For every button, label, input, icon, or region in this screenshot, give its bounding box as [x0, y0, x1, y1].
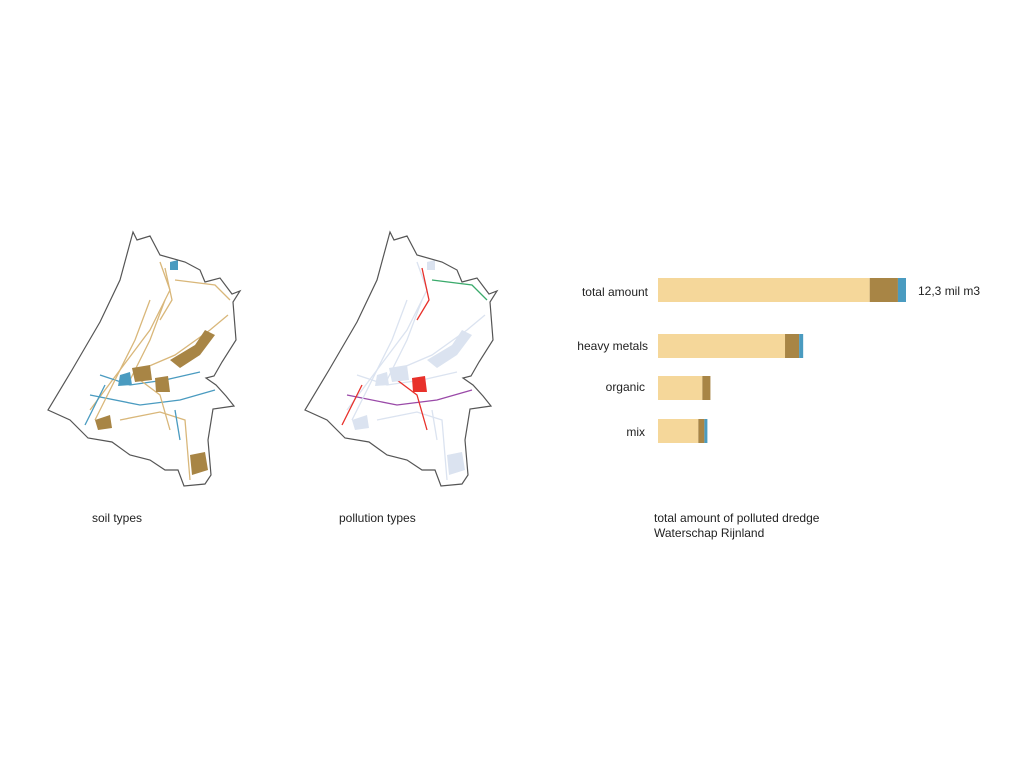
map-caption-soil: soil types	[92, 511, 143, 525]
waterway	[94, 299, 151, 421]
bar-segment	[897, 278, 906, 302]
waterway	[89, 389, 216, 406]
waterway	[89, 261, 171, 411]
bar-segment	[702, 376, 711, 400]
waterway	[174, 279, 231, 301]
waterway	[396, 379, 428, 431]
bar-segment	[698, 419, 705, 443]
region-outline	[47, 230, 242, 487]
map-caption-pollution: pollution types	[339, 511, 416, 525]
water-area	[118, 372, 132, 386]
waterway	[376, 411, 448, 481]
waterway	[84, 384, 106, 426]
waterway	[139, 379, 171, 431]
waterway	[174, 409, 181, 441]
waterway	[139, 314, 229, 371]
waterway	[386, 299, 423, 381]
water-area	[170, 330, 215, 368]
waterway	[431, 409, 438, 441]
waterway	[431, 279, 488, 301]
waterway	[119, 411, 191, 481]
water-area	[132, 365, 152, 382]
waterway	[351, 299, 408, 421]
waterway	[129, 299, 166, 381]
chart-subtitle: Waterschap Rijnland	[654, 526, 765, 540]
waterway	[396, 314, 486, 371]
water-area	[427, 330, 472, 368]
bar-segment	[869, 278, 898, 302]
water-area	[389, 365, 409, 382]
bar-segment	[704, 419, 708, 443]
region-outline	[304, 230, 499, 487]
bar-segment	[658, 334, 786, 358]
water-area	[427, 260, 435, 270]
waterway	[341, 384, 363, 426]
waterway	[346, 261, 428, 411]
map-soil-types	[47, 230, 242, 487]
category-label: heavy metals	[577, 339, 648, 353]
water-area	[170, 260, 178, 270]
chart-title: total amount of polluted dredge	[654, 511, 820, 525]
waterway	[346, 389, 473, 406]
bar-segment	[658, 419, 699, 443]
map-pollution-types	[304, 230, 499, 487]
bar-segment	[799, 334, 804, 358]
category-label: mix	[626, 425, 645, 439]
water-area	[95, 415, 112, 430]
bar-segment	[658, 278, 870, 302]
water-area	[447, 452, 465, 475]
water-area	[352, 415, 369, 430]
total-annotation: 12,3 mil m3	[918, 284, 981, 298]
water-area	[155, 376, 170, 392]
waterway	[159, 267, 173, 321]
water-area	[190, 452, 208, 475]
bar-segment	[785, 334, 800, 358]
category-label: organic	[605, 380, 645, 394]
bar-segment	[658, 376, 703, 400]
waterway	[416, 267, 430, 321]
category-label: total amount	[581, 285, 648, 299]
water-area	[412, 376, 427, 392]
water-area	[375, 372, 389, 386]
